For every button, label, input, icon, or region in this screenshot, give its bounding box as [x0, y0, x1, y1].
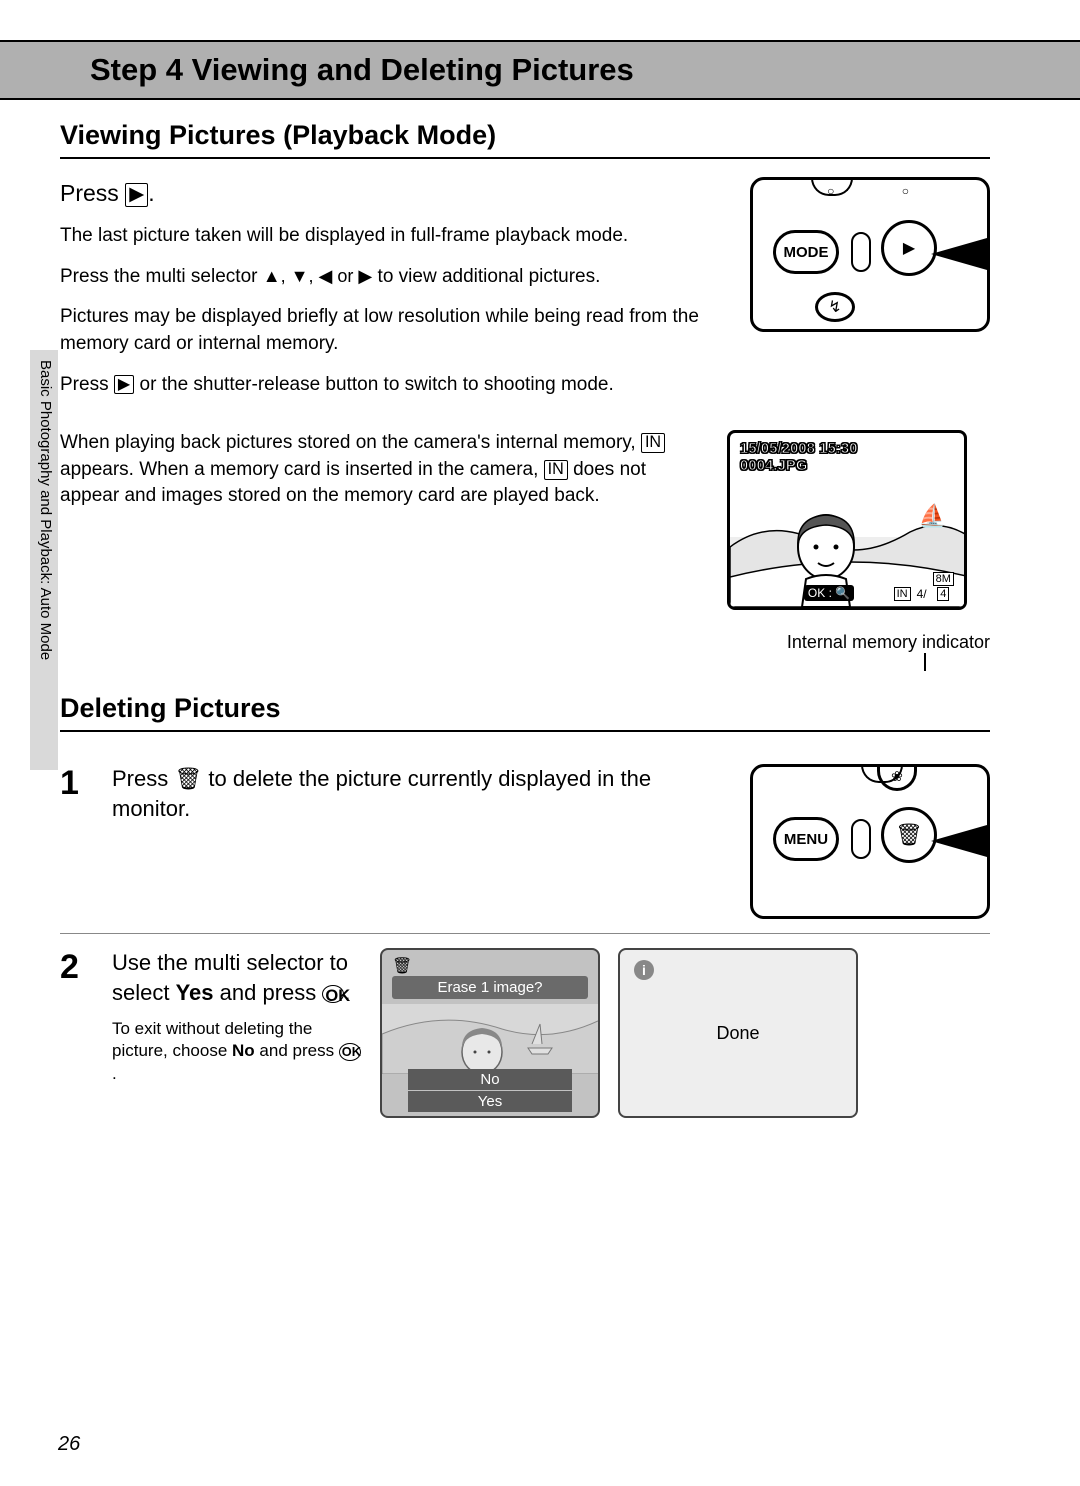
step-2-text: Use the multi selector to select Yes and…: [112, 948, 362, 1118]
small-button-illustration: [851, 232, 871, 272]
lcd-playback-diagram: 15/05/2008 15:30 0004.JPG: [727, 430, 990, 653]
step-title: Step 4 Viewing and Deleting Pictures: [30, 52, 1080, 88]
erase-dialog-title: Erase 1 image?: [392, 976, 588, 999]
s2-no: No: [232, 1041, 255, 1060]
resolution-badge: 8M: [933, 572, 954, 586]
step-header-band: Step 4 Viewing and Deleting Pictures: [0, 40, 1080, 100]
ok-button-icon: OK: [339, 1043, 361, 1061]
viewing-p1: The last picture taken will be displayed…: [60, 223, 730, 250]
lcd-date: 15/05/2008 15:30: [740, 441, 858, 458]
erase-dialog-preview: [382, 1004, 598, 1074]
multi-selector-arrows: ▲, ▼, ◀ or ▶: [263, 266, 373, 286]
camera-diagram-playback: ○ ○ MODE ▶ ↯: [750, 177, 990, 412]
play-icon: ▶: [903, 238, 915, 258]
internal-memory-text: When playing back pictures stored on the…: [60, 430, 707, 653]
p4-prefix: Press: [60, 374, 114, 395]
p5-prefix: When playing back pictures stored on the…: [60, 432, 641, 453]
p5-mid: appears. When a memory card is inserted …: [60, 459, 544, 480]
done-dialog-diagram: i Done: [618, 948, 858, 1118]
flash-icon-illustration: ↯: [815, 292, 855, 322]
lcd-info-badges: IN 4/ 8M 4: [894, 572, 954, 601]
viewing-p4: Press ▶ or the shutter-release button to…: [60, 372, 730, 399]
lcd-frame-total: 4: [937, 587, 949, 601]
lcd-sailboat-icon: ⛵: [919, 503, 946, 529]
play-icon: ▶: [114, 375, 134, 395]
ok-button-icon: OK: [322, 985, 344, 1003]
play-icon: ▶: [125, 183, 148, 207]
menu-button-illustration: MENU: [773, 817, 839, 861]
macro-icon: ❀: [891, 768, 903, 785]
internal-memory-icon: IN: [544, 460, 568, 480]
step-2-number: 2: [60, 948, 94, 1118]
lcd-ok-badge: OK : 🔍: [804, 585, 854, 601]
lcd-timestamp: 15/05/2008 15:30 0004.JPG: [740, 441, 858, 474]
trash-icon: 🗑: [895, 822, 923, 848]
press-arrow-indicator: [931, 825, 987, 857]
lcd-frame-current: 4/: [917, 587, 927, 601]
step-1-number: 1: [60, 764, 94, 919]
deleting-heading: Deleting Pictures: [60, 693, 990, 732]
press-arrow-indicator: [931, 238, 987, 270]
p2-prefix: Press the multi selector: [60, 266, 263, 287]
viewing-p3: Pictures may be displayed briefly at low…: [60, 304, 730, 357]
press-prefix: Press: [60, 180, 125, 206]
p4-suffix: or the shutter-release button to switch …: [134, 374, 614, 395]
callout-line: [924, 653, 926, 671]
s2-lead-suffix: and press: [214, 980, 323, 1005]
mode-button-illustration: MODE: [773, 230, 839, 274]
s2-sub-suffix: and press: [255, 1041, 339, 1060]
manual-page: Step 4 Viewing and Deleting Pictures Vie…: [0, 0, 1080, 1158]
s1-prefix: Press: [112, 766, 174, 791]
press-suffix: .: [148, 180, 154, 206]
internal-memory-icon: IN: [641, 433, 665, 453]
viewing-heading: Viewing Pictures (Playback Mode): [60, 120, 990, 159]
viewing-text-column: Press ▶. The last picture taken will be …: [60, 177, 730, 412]
viewing-p5: When playing back pictures stored on the…: [60, 430, 707, 510]
play-button-illustration: ▶: [881, 220, 937, 276]
erase-dialog-options: No Yes: [408, 1069, 572, 1112]
press-play-instruction: Press ▶.: [60, 177, 730, 209]
s2-yes: Yes: [176, 980, 214, 1005]
erase-option-no: No: [408, 1069, 572, 1090]
ok-text: OK: [808, 586, 825, 600]
erase-dialog-diagram: 🗑 Erase 1 image? No Yes: [380, 948, 600, 1118]
viewing-p2: Press the multi selector ▲, ▼, ◀ or ▶ to…: [60, 264, 730, 291]
done-text: Done: [716, 1023, 759, 1044]
p2-suffix: to view additional pictures.: [372, 266, 600, 287]
trash-icon: 🗑: [392, 956, 412, 976]
trash-icon: 🗑: [174, 766, 202, 791]
erase-option-yes: Yes: [408, 1091, 572, 1112]
macro-button-illustration: ❀: [877, 765, 917, 791]
internal-memory-caption: Internal memory indicator: [727, 632, 990, 653]
info-icon: i: [634, 960, 654, 980]
step-1-text: Press 🗑 to delete the picture currently …: [112, 764, 732, 919]
page-number: 26: [58, 1433, 80, 1456]
camera-diagram-delete: ❀ MENU 🗑: [750, 764, 990, 919]
trash-button-illustration: 🗑: [881, 807, 937, 863]
lcd-filename: 0004.JPG: [740, 458, 858, 475]
small-button-illustration: [851, 819, 871, 859]
internal-memory-icon: IN: [894, 587, 911, 601]
